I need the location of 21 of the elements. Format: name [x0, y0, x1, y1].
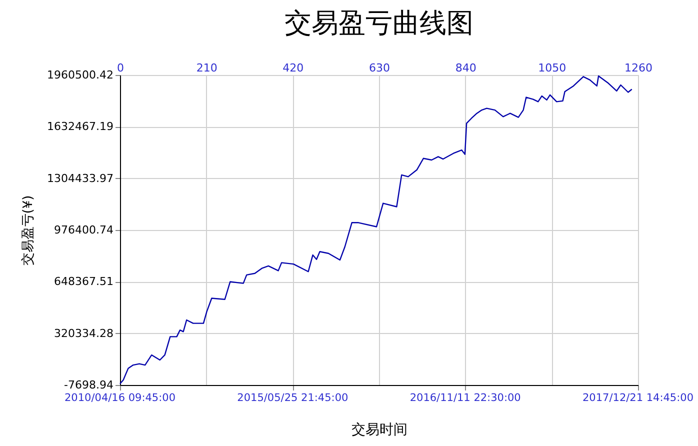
y-tick-label: -7698.94: [64, 378, 114, 392]
x-tick-label: 840: [455, 62, 476, 74]
y-tick-label: 1632467.19: [47, 120, 114, 134]
text: 2010/04/16 09:45:00: [64, 392, 176, 404]
y-tick-label: 648367.51: [54, 275, 114, 288]
x-tick-label: 1260: [624, 62, 652, 74]
y-tick-label: 1304433.97: [47, 172, 114, 185]
text: 2016/11/11 22:30:00: [410, 392, 521, 404]
y-tick-label: 976400.74: [54, 224, 114, 236]
text: 2015/05/25 21:45:00: [237, 392, 348, 404]
y-axis-title: 交易盈亏(¥): [20, 195, 36, 266]
x-tick-label: 630: [369, 62, 390, 74]
chart-title: 交易盈亏曲线图: [284, 8, 474, 38]
y-tick-label: 1960500.42: [47, 68, 114, 82]
x-tick-label: 1050: [538, 62, 566, 74]
x-axis-title: 交易时间: [352, 422, 408, 438]
x-tick-label: 210: [196, 62, 218, 74]
y-tick-label: 320334.28: [54, 326, 114, 340]
x-tick-label: 420: [282, 62, 304, 74]
text: 2017/12/21 14:45:00: [582, 392, 694, 404]
x-tick-label: 0: [117, 62, 124, 74]
